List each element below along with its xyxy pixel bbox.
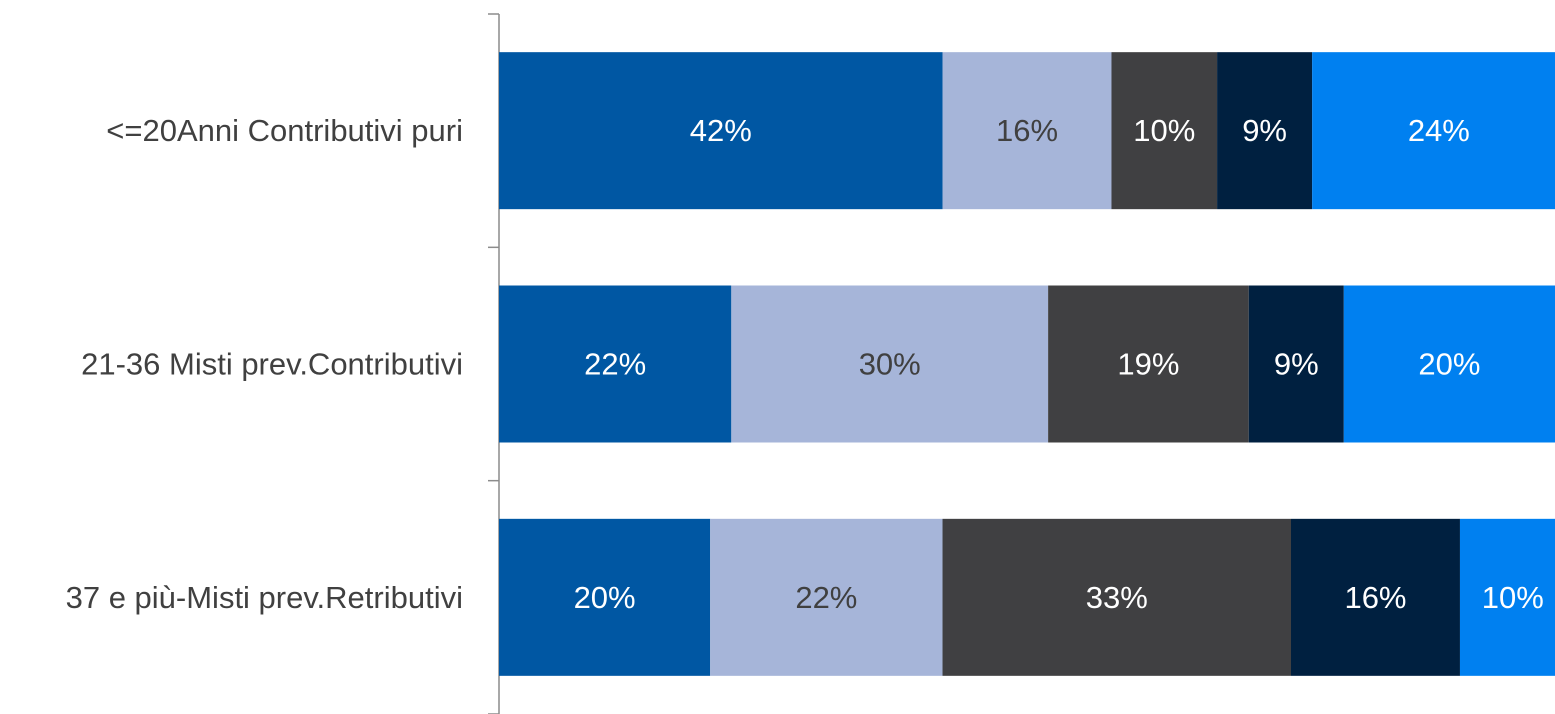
bar-segment [1111, 52, 1218, 210]
bar-segment [1291, 518, 1460, 676]
bar-segment [710, 518, 943, 676]
data-label: 20% [1418, 347, 1480, 382]
category-label: <=20Anni Contributivi puri [106, 113, 463, 148]
bar-segment [499, 52, 943, 210]
bar-segment [731, 285, 1049, 443]
bar-segment [1312, 52, 1555, 210]
bar-segment [1343, 285, 1555, 443]
data-label: 24% [1408, 113, 1470, 148]
bar-segment [1048, 285, 1249, 443]
data-label: 33% [1086, 580, 1148, 615]
data-label: 42% [690, 113, 752, 148]
category-axis [488, 13, 500, 714]
bar-segment [1217, 52, 1313, 210]
data-label: 22% [584, 347, 646, 382]
data-label: 9% [1242, 113, 1287, 148]
data-label: 10% [1482, 580, 1544, 615]
data-label: 9% [1274, 347, 1319, 382]
category-label: 37 e più-Misti prev.Retributivi [66, 580, 463, 615]
bar-segment [499, 518, 711, 676]
data-label: 16% [996, 113, 1058, 148]
bar-segment [1459, 518, 1555, 676]
data-label: 22% [795, 580, 857, 615]
category-labels: <=20Anni Contributivi puri 21-36 Misti pr… [66, 113, 463, 615]
data-label: 19% [1117, 347, 1179, 382]
bar-segment [499, 285, 732, 443]
bar-segment [942, 518, 1291, 676]
data-label: 16% [1344, 580, 1406, 615]
data-label: 20% [574, 580, 636, 615]
data-label: 30% [859, 347, 921, 382]
bar-segment [1248, 285, 1344, 443]
bar-segments: 42% 16% 10% 9% 24% 22% 30% 19% 9% 20% 20% 22% 33% 16%… [499, 52, 1555, 676]
category-label: 21-36 Misti prev.Contributivi [81, 347, 463, 382]
bar-segment [942, 52, 1112, 210]
data-label: 10% [1133, 113, 1195, 148]
